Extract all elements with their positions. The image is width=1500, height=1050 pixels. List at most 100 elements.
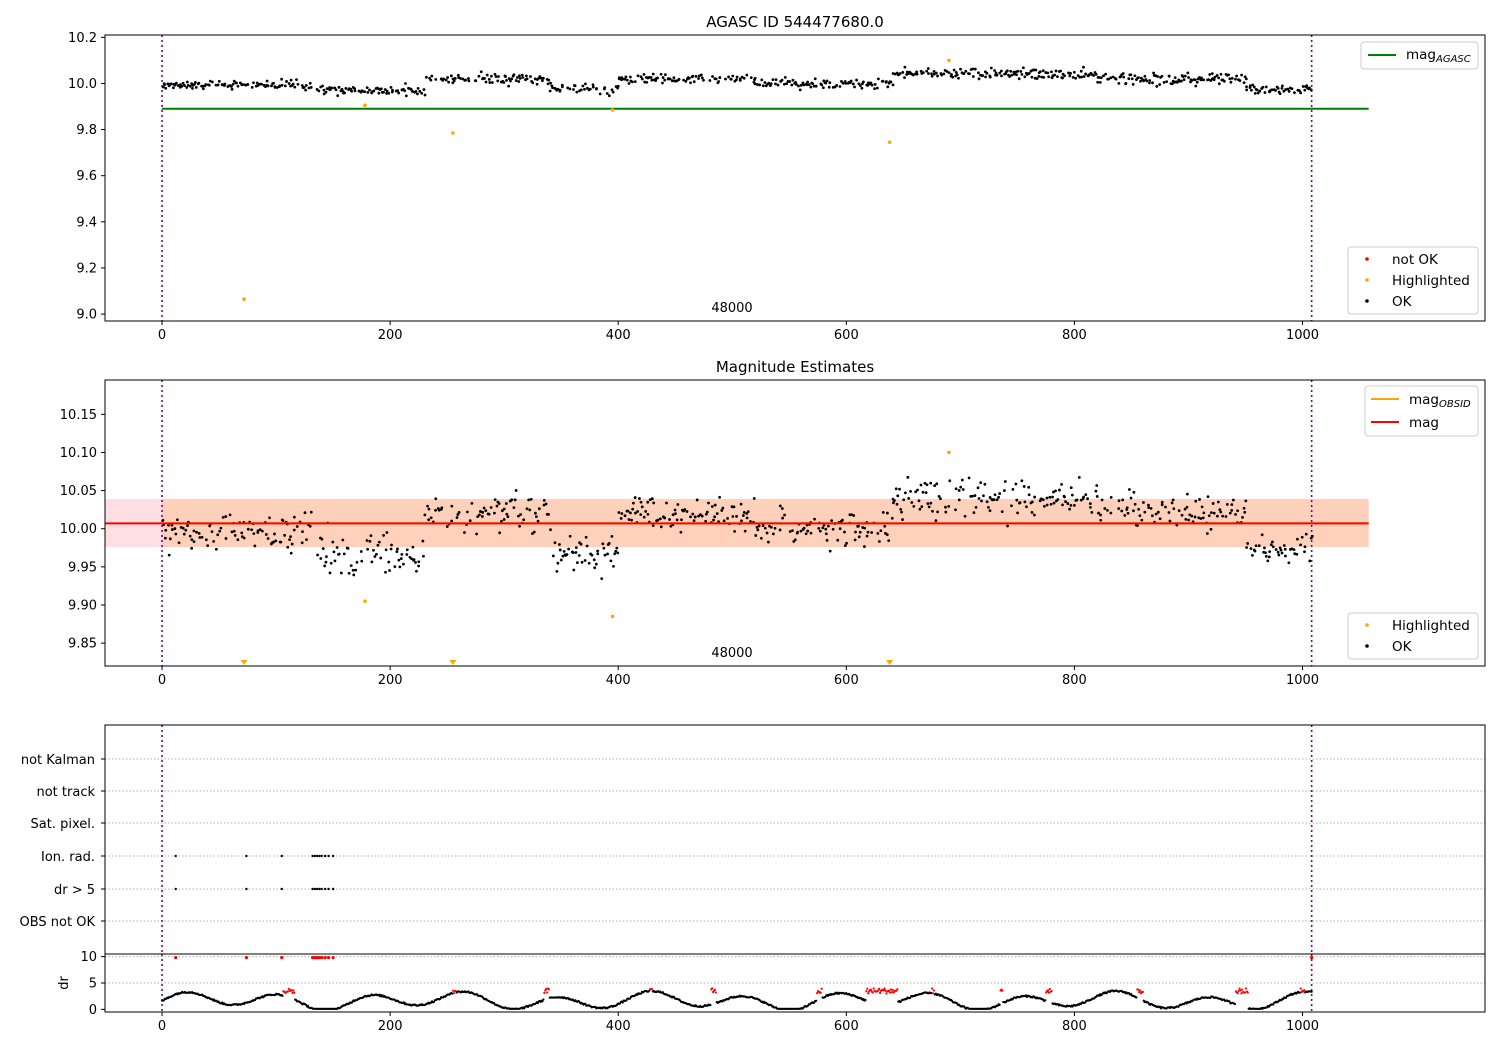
ok-point: [883, 524, 887, 528]
ok-point: [651, 524, 655, 528]
ok-point: [830, 519, 834, 523]
ok-point: [535, 515, 538, 519]
dr-point-not-ok: [882, 989, 885, 992]
x-tick-label: 600: [834, 673, 859, 688]
ok-point: [1035, 77, 1039, 81]
ok-point: [799, 83, 803, 87]
ok-point: [330, 86, 334, 90]
ok-point: [489, 506, 493, 509]
ok-point: [713, 503, 717, 507]
ok-point: [549, 528, 552, 532]
ok-point: [1185, 492, 1189, 496]
dr-clipped-point: [320, 956, 324, 960]
y-tick-label: 5: [89, 977, 97, 992]
ok-point: [785, 82, 789, 86]
ok-point: [1303, 550, 1306, 554]
ok-point: [565, 553, 569, 556]
ok-point: [995, 498, 999, 502]
ok-point: [1018, 501, 1022, 505]
ok-point: [1263, 546, 1266, 550]
ok-point: [1151, 81, 1154, 85]
ok-point: [580, 560, 584, 564]
ok-point: [252, 81, 255, 85]
ok-point: [910, 501, 914, 504]
ok-point: [670, 79, 674, 83]
dr-point: [402, 1001, 405, 1004]
ok-point: [400, 552, 404, 556]
ok-point: [353, 89, 357, 93]
ok-point: [988, 509, 992, 513]
dr-point: [998, 1003, 1001, 1006]
ok-point: [862, 80, 865, 84]
x-tick-label: 800: [1062, 328, 1087, 343]
ok-point: [208, 524, 212, 528]
ok-point: [885, 511, 889, 515]
ok-point: [558, 543, 561, 546]
ok-point: [300, 541, 304, 545]
ok-point: [422, 554, 425, 558]
ok-point: [1184, 517, 1188, 521]
ok-point: [475, 532, 479, 536]
ok-point: [1264, 85, 1268, 89]
legend-marker: [1365, 623, 1369, 627]
ok-point: [1150, 514, 1154, 518]
x-tick-label: 0: [158, 673, 166, 688]
ok-point: [627, 518, 631, 521]
ok-point: [1238, 79, 1242, 82]
panel2-title: Magnitude Estimates: [716, 358, 874, 376]
ok-point: [854, 530, 857, 534]
ok-point: [812, 84, 816, 88]
ok-point: [265, 79, 269, 83]
y-tick-label: 0: [89, 1003, 97, 1018]
ok-point: [1041, 498, 1045, 502]
ok-point: [1019, 69, 1023, 73]
ok-point: [1303, 545, 1307, 549]
ok-point: [399, 557, 403, 561]
flag-point: [245, 854, 248, 858]
ok-point: [1258, 89, 1262, 93]
ok-point: [745, 512, 749, 515]
legend-box: [1347, 246, 1479, 315]
ok-point: [781, 516, 784, 520]
ok-point: [598, 92, 602, 96]
ok-point: [636, 510, 640, 513]
dr-point-not-ok: [286, 990, 290, 993]
ok-point: [820, 83, 824, 87]
ok-point: [629, 75, 632, 79]
highlighted-point: [451, 131, 455, 135]
ok-point: [1207, 514, 1211, 518]
ok-point: [575, 561, 579, 565]
legend-subscript: OBSID: [1439, 399, 1471, 410]
ok-point: [603, 86, 607, 90]
ok-point: [217, 79, 221, 83]
ok-point: [663, 73, 667, 77]
ok-point: [389, 547, 393, 551]
ok-point: [512, 73, 516, 76]
ok-point: [1097, 511, 1100, 515]
ok-point: [365, 539, 369, 542]
ok-point: [611, 90, 615, 94]
legend-label: Highlighted: [1392, 273, 1470, 289]
ok-point: [1117, 499, 1121, 503]
ok-point: [1104, 72, 1108, 76]
ok-point: [710, 505, 714, 508]
ok-point: [525, 507, 529, 511]
ok-point: [1199, 517, 1203, 520]
dr-point: [306, 1004, 310, 1007]
ok-point: [840, 79, 843, 83]
ok-point: [442, 77, 446, 81]
dr-clipped-point: [313, 956, 317, 960]
ok-point: [971, 67, 975, 71]
ok-point: [707, 501, 710, 505]
legend-label: OK: [1392, 294, 1413, 310]
ok-point: [1310, 534, 1314, 538]
dr-point-not-ok: [545, 987, 548, 991]
ok-point: [414, 561, 417, 564]
ok-point: [658, 517, 662, 521]
dr-point-not-ok: [1001, 989, 1004, 992]
panel2-plot-area: [105, 380, 1369, 666]
ok-point: [1000, 74, 1003, 78]
dr-point-not-ok: [451, 989, 455, 992]
dr-point-not-ok: [1138, 990, 1141, 994]
ok-point: [755, 525, 759, 529]
